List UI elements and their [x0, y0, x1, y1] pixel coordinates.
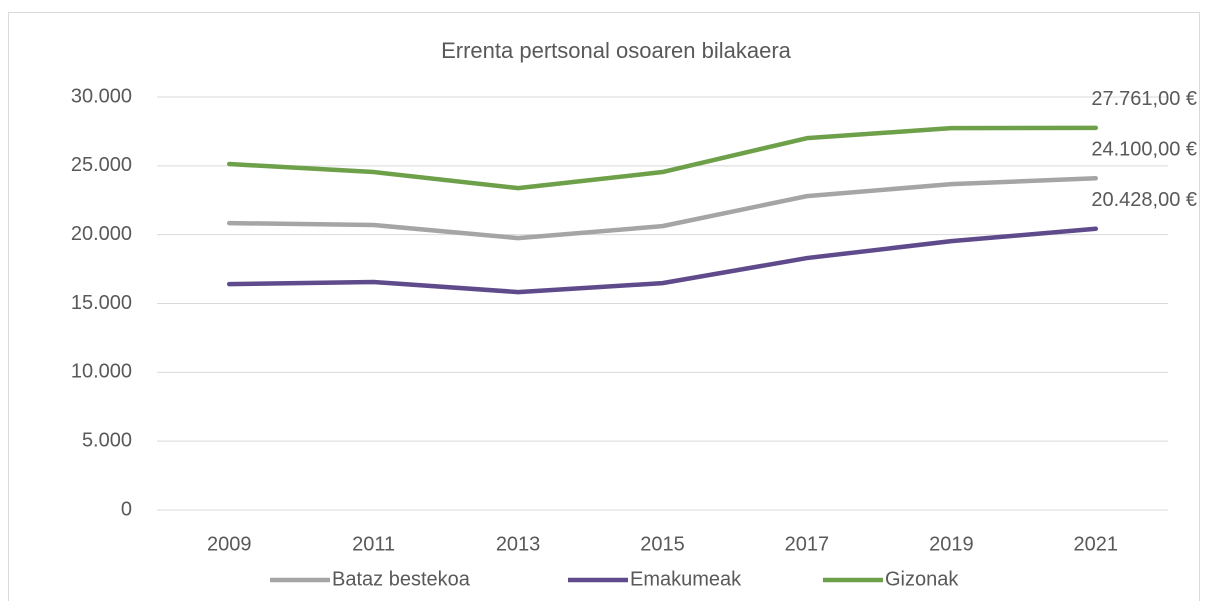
chart-title: Errenta pertsonal osoaren bilakaera [441, 38, 792, 63]
legend-label: Emakumeak [630, 568, 742, 590]
legend-label: Bataz bestekoa [332, 568, 471, 590]
x-tick-label: 2013 [496, 533, 541, 555]
y-tick-label: 25.000 [71, 154, 132, 176]
y-tick-label: 30.000 [71, 85, 132, 107]
data-label: 24.100,00 € [1091, 139, 1197, 161]
chart-frame [8, 12, 1200, 601]
y-tick-label: 20.000 [71, 223, 132, 245]
x-tick-label: 2021 [1074, 533, 1119, 555]
data-label: 27.761,00 € [1091, 88, 1197, 110]
data-label: 20.428,00 € [1091, 189, 1197, 211]
y-tick-label: 10.000 [71, 361, 132, 383]
y-tick-label: 0 [121, 498, 132, 520]
x-tick-label: 2015 [640, 533, 685, 555]
y-tick-label: 15.000 [71, 292, 132, 314]
x-tick-label: 2017 [785, 533, 830, 555]
x-tick-label: 2011 [352, 533, 395, 555]
y-tick-label: 5.000 [82, 429, 132, 451]
series-line [226, 175, 1099, 241]
x-tick-label: 2009 [207, 533, 252, 555]
series-line [226, 125, 1099, 191]
series-line [226, 226, 1099, 295]
legend-label: Gizonak [885, 568, 959, 590]
x-tick-label: 2019 [929, 533, 974, 555]
